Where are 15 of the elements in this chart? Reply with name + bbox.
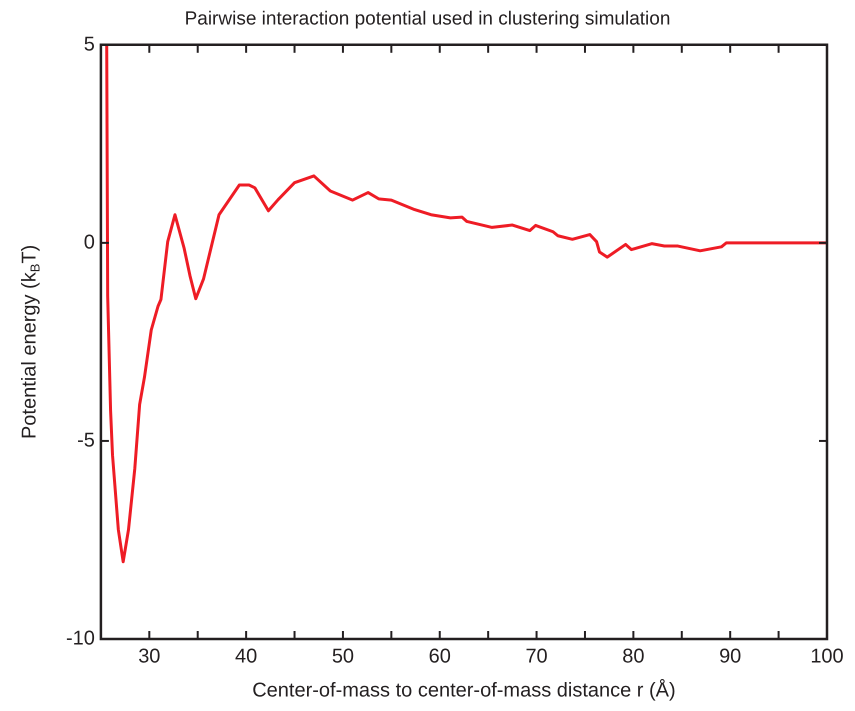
x-tick-label: 100 [810, 646, 844, 668]
y-tick-label: -5 [77, 429, 95, 452]
x-tick-label: 40 [235, 646, 258, 668]
x-tick-label: 30 [138, 646, 160, 668]
chart-title: Pairwise interaction potential used in clustering simulation [184, 8, 670, 30]
y-tick-label: 0 [84, 231, 95, 254]
x-tick-label: 70 [525, 646, 548, 668]
x-tick-label: 80 [622, 646, 644, 668]
y-tick-label: -10 [66, 628, 95, 650]
x-tick-label: 50 [332, 646, 354, 668]
x-axis-title: Center-of-mass to center-of-mass distance r (Å) [252, 678, 676, 702]
x-tick-label: 90 [719, 646, 742, 668]
y-axis-title: Potential energy (kBT) [18, 244, 43, 440]
y-tick-label: 5 [84, 33, 95, 56]
x-tick-label: 60 [428, 646, 451, 668]
